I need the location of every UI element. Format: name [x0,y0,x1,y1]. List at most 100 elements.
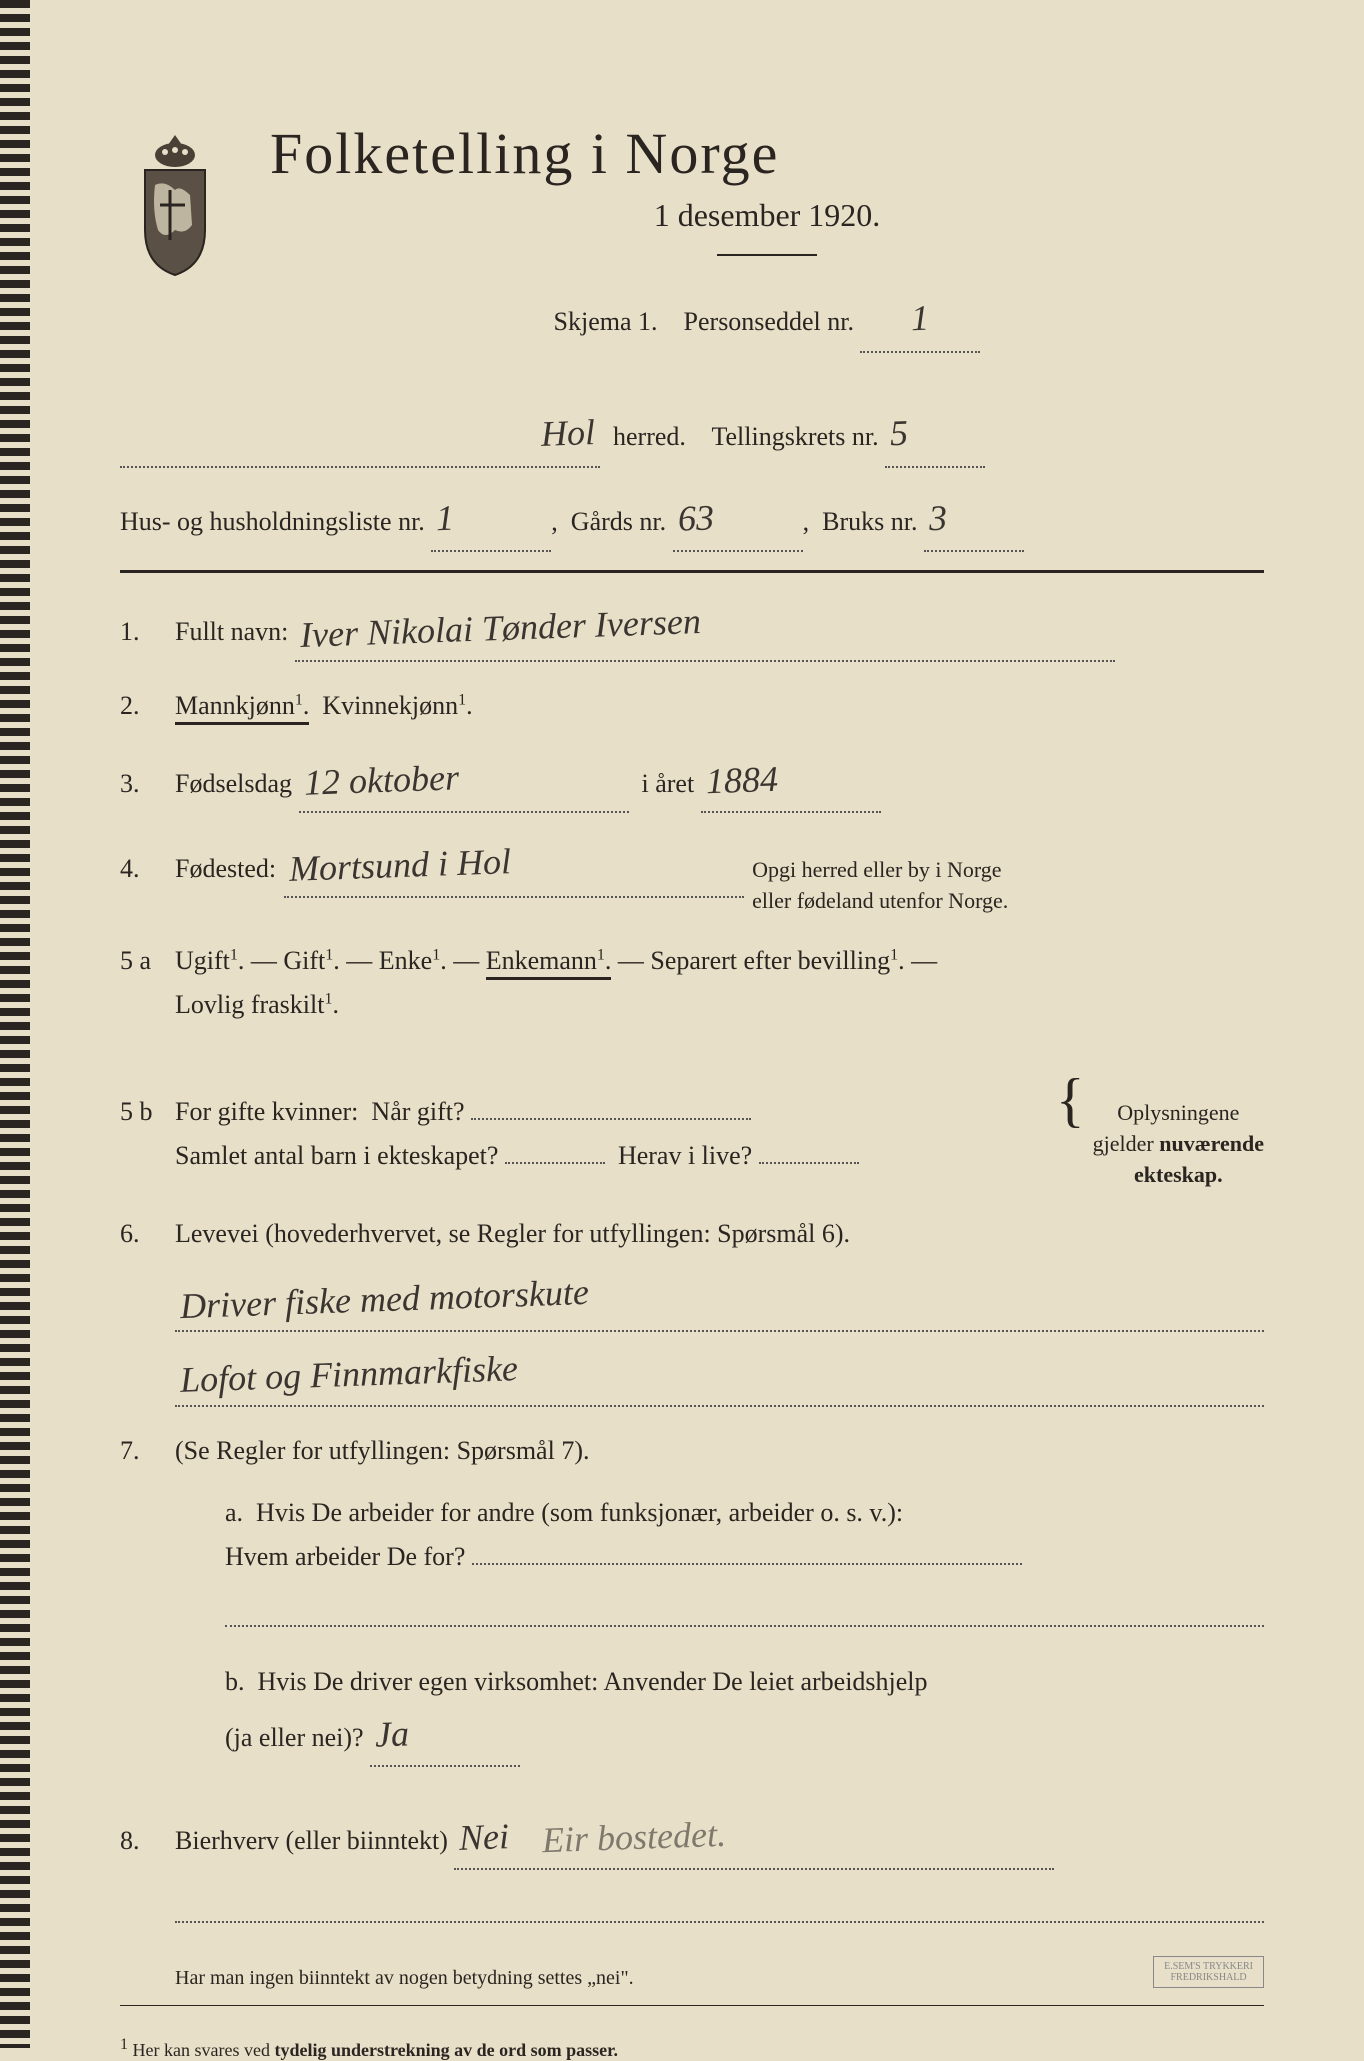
herred-value: Hol [540,400,596,467]
q8-field: Nei Eir bostedet. [454,1807,1054,1870]
q5a-gift: Gift1. [283,946,339,975]
page-perforated-edge [0,0,30,2048]
q5a-separert: Separert efter bevilling1. [650,946,904,975]
q8-value2: Eir bostedet. [541,1804,727,1872]
q6-field2: Lofot og Finnmarkfiske [175,1344,1264,1407]
skjema-label: Skjema 1. [554,307,658,336]
q2-row: 2. Mannkjønn1. Kvinnekjønn1. [120,684,1264,728]
q6-field1: Driver fiske med motorskute [175,1269,1264,1332]
q7b-label: b. [225,1667,245,1696]
q6-row: 6. Levevei (hovederhvervet, se Regler fo… [120,1212,1264,1407]
q3-day-value: 12 oktober [302,747,459,814]
q5a-fraskilt: Lovlig fraskilt1. [175,990,339,1019]
q7a-field [472,1563,1022,1565]
q5b-barn-field [505,1162,605,1164]
q6-label: Levevei (hovederhvervet, se Regler for u… [175,1219,850,1248]
subtitle: 1 desember 1920. [270,197,1264,234]
footnote2-num: 1 [120,2036,128,2053]
q5b-nargift: Når gift? [371,1097,464,1126]
q7a: a. Hvis De arbeider for andre (som funks… [225,1491,1264,1642]
q7b-field: Ja [370,1704,520,1767]
bruks-label: Bruks nr. [822,507,917,536]
q5b-content: For gifte kvinner: Når gift? Samlet anta… [175,1049,1264,1190]
tellingskrets-value: 5 [889,401,909,466]
personseddel-value: 1 [910,286,930,351]
husliste-line: Hus- og husholdningsliste nr. 1 , Gårds … [120,486,1264,553]
q4-note: Opgi herred eller by i Norge eller fødel… [752,855,1008,917]
q8-row: 8. Bierhverv (eller biinntekt) Nei Eir b… [120,1807,1264,1937]
q3-content: Fødselsdag 12 oktober i året 1884 [175,750,1264,813]
q5b-barn-label: Samlet antal barn i ekteskapet? [175,1141,498,1170]
q7b-value: Ja [374,1703,410,1765]
q7-content: (Se Regler for utfyllingen: Spørsmål 7).… [175,1429,1264,1785]
q5b-note: Oplysningene gjelder nuværende ekteskap. [1093,1098,1264,1190]
q7-row: 7. (Se Regler for utfyllingen: Spørsmål … [120,1429,1264,1785]
herred-label: herred. [613,422,686,451]
q5b-num: 5 b [120,1097,175,1127]
q1-content: Fullt navn: Iver Nikolai Tønder Iversen [175,598,1264,661]
q5b-intro: For gifte kvinner: [175,1097,358,1126]
document-header: Folketelling i Norge 1 desember 1920. Sk… [120,120,1264,371]
q7-num: 7. [120,1436,175,1466]
q1-value: Iver Nikolai Tønder Iversen [299,591,702,666]
q2-mann: Mannkjønn1. [175,691,309,725]
herred-field: Hol [120,401,600,468]
q3-year-field: 1884 [701,750,881,813]
q8-num: 8. [120,1826,175,1856]
q4-note2: eller fødeland utenfor Norge. [752,886,1008,917]
q3-year-label: i året [642,769,695,798]
q1-field: Iver Nikolai Tønder Iversen [295,598,1115,661]
coat-of-arms-svg [120,130,230,280]
bruks-value: 3 [928,485,948,550]
q5b-note1: Oplysningene [1093,1098,1264,1129]
q5b-live-label: Herav i live? [618,1141,752,1170]
q6-content: Levevei (hovederhvervet, se Regler for u… [175,1212,1264,1407]
q6-value2: Lofot og Finnmarkfiske [179,1338,519,1411]
q5b-note2: gjelder nuværende [1093,1129,1264,1160]
husliste-label: Hus- og husholdningsliste nr. [120,507,425,536]
q2-num: 2. [120,691,175,721]
q3-label: Fødselsdag [175,769,292,798]
q8-value: Nei [458,1806,510,1869]
herred-line: Hol herred. Tellingskrets nr. 5 [120,401,1264,468]
title-divider [717,254,817,256]
q5a-row: 5 a Ugift1. — Gift1. — Enke1. — Enkemann… [120,939,1264,1027]
q3-num: 3. [120,769,175,799]
header-divider [120,570,1264,573]
norway-coat-of-arms-icon [120,130,230,280]
husliste-value: 1 [435,485,455,550]
q5b-nargift-field [471,1118,751,1120]
q1-num: 1. [120,617,175,647]
q8-field2 [175,1895,1264,1923]
title-block: Folketelling i Norge 1 desember 1920. Sk… [270,120,1264,371]
tellingskrets-field: 5 [885,401,985,468]
q7b-text2: (ja eller nei)? [225,1723,364,1752]
q6-num: 6. [120,1219,175,1249]
q7a-text2: Hvem arbeider De for? [225,1542,465,1571]
q3-row: 3. Fødselsdag 12 oktober i året 1884 [120,750,1264,813]
footnote2: 1 Her kan svares ved tydelig understrekn… [120,2036,1264,2061]
stamp-line2: FREDRIKSHALD [1164,1972,1253,1983]
tellingskrets-label: Tellingskrets nr. [711,422,878,451]
q5b-row: 5 b For gifte kvinner: Når gift? Samlet … [120,1049,1264,1190]
main-title: Folketelling i Norge [270,120,1264,187]
q1-row: 1. Fullt navn: Iver Nikolai Tønder Ivers… [120,598,1264,661]
footnote2-text: Her kan svares ved [133,2040,270,2060]
gards-label: Gårds nr. [571,507,666,536]
skjema-line: Skjema 1. Personseddel nr. 1 [270,286,1264,353]
q3-year-value: 1884 [705,749,779,813]
q4-value: Mortsund i Hol [288,831,512,900]
q4-content: Fødested: Mortsund i Hol Opgi herred ell… [175,835,1264,917]
q4-num: 4. [120,854,175,884]
q8-content: Bierhverv (eller biinntekt) Nei Eir bost… [175,1807,1264,1937]
q5a-enkemann: Enkemann1. [486,946,612,980]
q5b-live-field [759,1162,859,1164]
stamp-line1: E.SEM'S TRYKKERI [1164,1961,1253,1972]
q1-label: Fullt navn: [175,617,288,646]
footnote2-bold: tydelig understrekning av de ord som pas… [274,2040,618,2060]
q8-label: Bierhverv (eller biinntekt) [175,1826,448,1855]
q7-label: (Se Regler for utfyllingen: Spørsmål 7). [175,1436,589,1465]
q7a-text1: Hvis De arbeider for andre (som funksjon… [256,1498,903,1527]
gards-field: 63 [673,486,803,553]
q5a-enke: Enke1. [379,946,447,975]
